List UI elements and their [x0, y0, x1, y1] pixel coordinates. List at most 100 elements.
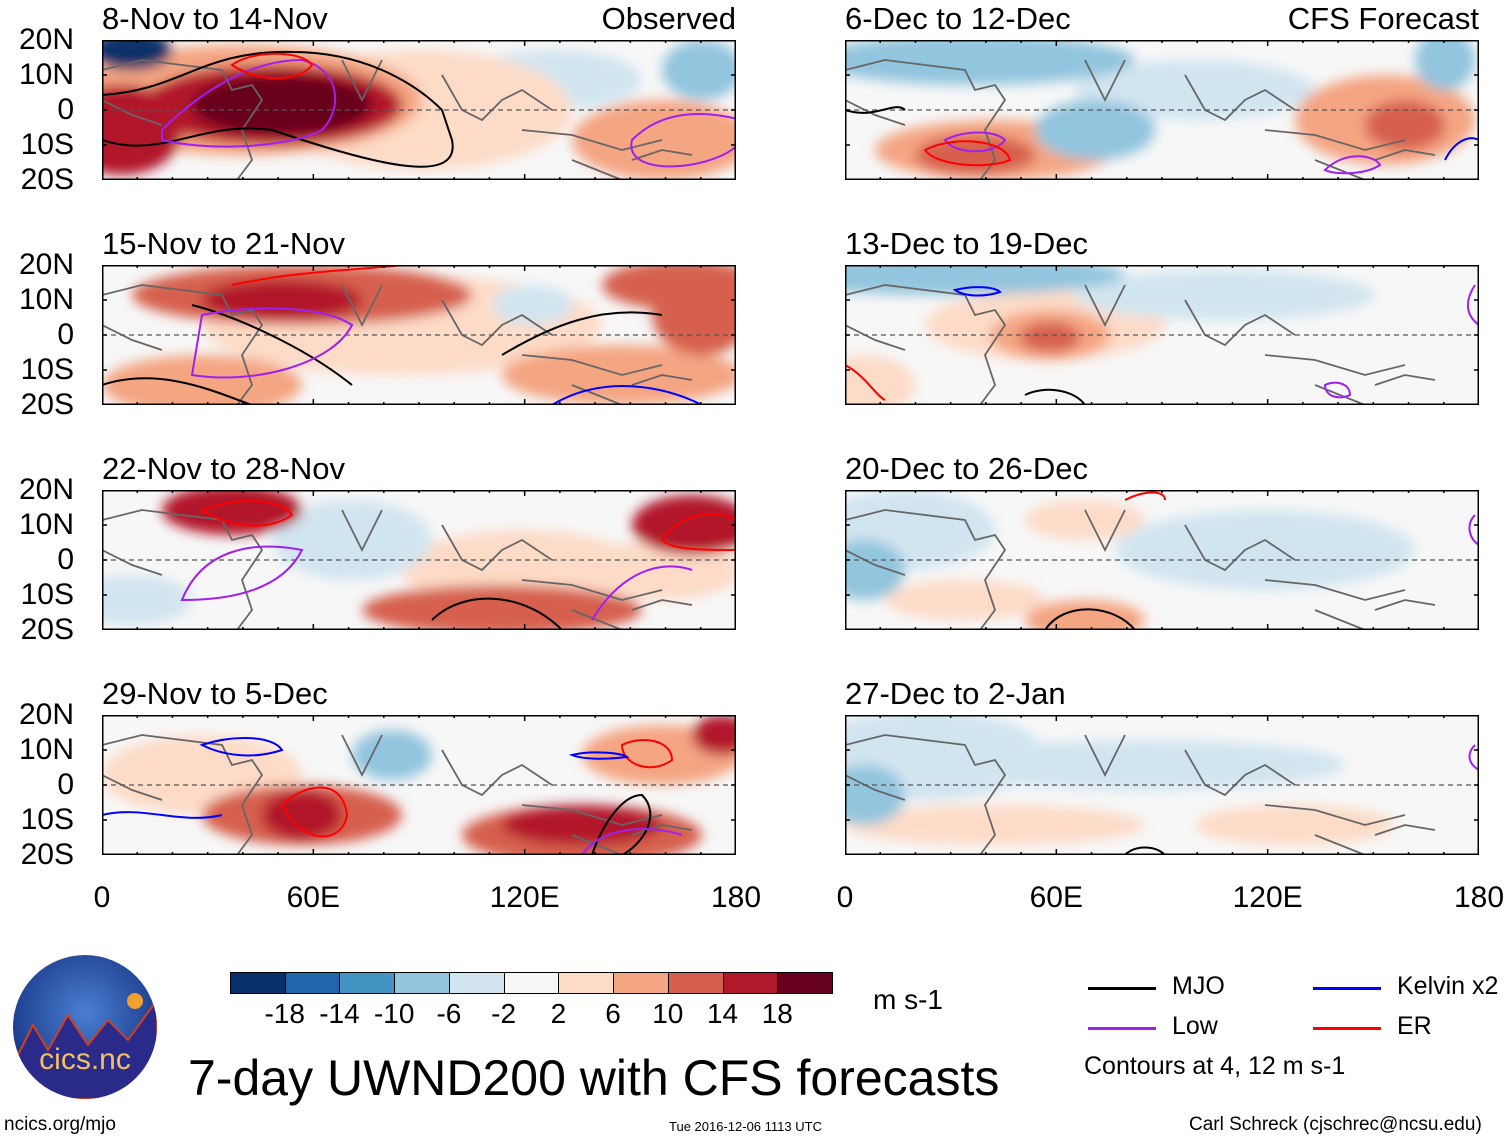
- author-label: Carl Schreck (cjschrec@ncsu.edu): [1189, 1114, 1482, 1135]
- colorbar-swatch: [448, 972, 505, 994]
- timestamp: Tue 2016-12-06 1113 UTC: [669, 1119, 822, 1134]
- colorbar-swatch: [613, 972, 669, 994]
- contour-line: [568, 751, 630, 760]
- contour-line: [1444, 137, 1479, 161]
- lat-tick-label: 20S: [20, 163, 74, 196]
- map-panel: [102, 265, 736, 405]
- legend-line-kelvin-x2: [1313, 987, 1381, 990]
- anomaly-region: [845, 40, 1135, 85]
- cics-logo: cics.nc: [13, 955, 157, 1099]
- lat-tick-label: 10S: [20, 578, 74, 611]
- colorbar-label: -18: [264, 998, 305, 1029]
- colorbar-swatch: [503, 972, 560, 994]
- legend-line-low: [1088, 1027, 1156, 1030]
- anomaly-region: [492, 285, 572, 325]
- anomaly-region: [102, 575, 192, 625]
- contour-note: Contours at 4, 12 m s-1: [1084, 1052, 1346, 1080]
- logo-text: cics.nc: [39, 1043, 131, 1076]
- anomaly-region: [845, 265, 1125, 295]
- lat-tick-label: 10N: [18, 58, 74, 91]
- figure-title: 7-day UWND200 with CFS forecasts: [188, 1050, 1000, 1106]
- lon-tick-label: 60E: [1029, 881, 1084, 914]
- contour-line: [431, 597, 563, 630]
- anomaly-region: [845, 355, 915, 405]
- contour-line: [1467, 284, 1479, 326]
- anomaly-region: [502, 805, 662, 845]
- map-panel: [845, 490, 1479, 630]
- anomaly-region: [692, 715, 736, 755]
- legend-line-er: [1313, 1027, 1381, 1030]
- contour-line: [102, 811, 223, 819]
- lat-tick-label: 0: [57, 318, 74, 351]
- anomaly-region: [1365, 100, 1445, 150]
- colorbar-label: -2: [491, 998, 517, 1029]
- contour-line: [231, 265, 403, 286]
- anomaly-region: [945, 740, 1345, 790]
- lat-tick-label: 0: [57, 768, 74, 801]
- anomaly-region: [662, 40, 736, 100]
- contour-line: [845, 106, 906, 114]
- panel-title: 6-Dec to 12-Dec: [845, 1, 1071, 36]
- anomaly-region: [1025, 600, 1145, 630]
- map-panel: [102, 715, 736, 855]
- website-label: ncics.org/mjo: [4, 1114, 116, 1135]
- anomaly-region: [1035, 100, 1155, 160]
- legend-line-mjo: [1088, 987, 1156, 990]
- map-panel: [845, 715, 1479, 855]
- anomaly-region: [1075, 60, 1315, 120]
- anomaly-region: [352, 730, 432, 780]
- anomaly-region: [202, 280, 362, 320]
- anomaly-region: [1020, 322, 1080, 352]
- anomaly-region: [102, 40, 172, 70]
- contour-line: [1124, 491, 1166, 501]
- contour-line: [190, 307, 354, 379]
- map-panel: [102, 40, 736, 180]
- legend-label: Kelvin x2: [1397, 972, 1499, 1000]
- contour-line: [102, 377, 253, 405]
- contour-line: [1468, 744, 1479, 771]
- lat-tick-label: 10S: [20, 128, 74, 161]
- contour-line: [199, 737, 284, 757]
- contour-line: [1024, 388, 1086, 405]
- lat-tick-label: 20N: [18, 698, 74, 731]
- lon-tick-label: 180: [710, 881, 762, 914]
- contour-line: [180, 545, 304, 602]
- contour-line: [952, 286, 1002, 297]
- colorbar-swatch: [394, 972, 450, 994]
- logo-mountains-icon: [13, 993, 157, 1099]
- anomaly-region: [572, 100, 736, 180]
- anomaly-region: [845, 540, 905, 600]
- colorbar-swatch: [667, 972, 724, 994]
- contour-line: [102, 50, 454, 168]
- lat-tick-label: 20N: [18, 23, 74, 56]
- lon-tick-label: 0: [836, 881, 854, 914]
- colorbar-swatch: [284, 972, 341, 994]
- colorbar-label: 6: [605, 998, 621, 1029]
- anomaly-region: [262, 790, 342, 840]
- anomaly-region: [1075, 270, 1375, 320]
- lat-tick-label: 10N: [18, 733, 74, 766]
- lat-tick-label: 20S: [20, 388, 74, 421]
- contour-line: [591, 793, 652, 855]
- lat-tick-label: 10S: [20, 353, 74, 386]
- colorbar-label: -10: [373, 998, 415, 1029]
- contour-line: [1323, 155, 1382, 175]
- contour-line: [923, 140, 1012, 167]
- legend-label: Low: [1172, 1012, 1218, 1040]
- lon-tick-label: 60E: [286, 881, 341, 914]
- colorbar-label: 18: [761, 998, 793, 1029]
- panel-title: 15-Nov to 21-Nov: [102, 226, 345, 261]
- legend-label: MJO: [1172, 972, 1225, 1000]
- contour-line: [620, 739, 674, 769]
- contour-line: [280, 786, 349, 838]
- legend-label: ER: [1397, 1012, 1432, 1040]
- lon-tick-label: 120E: [1232, 881, 1303, 914]
- lat-tick-label: 20S: [20, 838, 74, 871]
- panel-title: 13-Dec to 19-Dec: [845, 226, 1088, 261]
- lon-tick-label: 0: [93, 881, 111, 914]
- colorbar-label: 2: [550, 998, 567, 1029]
- anomaly-region: [1195, 805, 1395, 845]
- colorbar-swatch: [558, 972, 615, 994]
- anomaly-region: [845, 805, 1145, 845]
- colorbar-label: 14: [706, 998, 739, 1029]
